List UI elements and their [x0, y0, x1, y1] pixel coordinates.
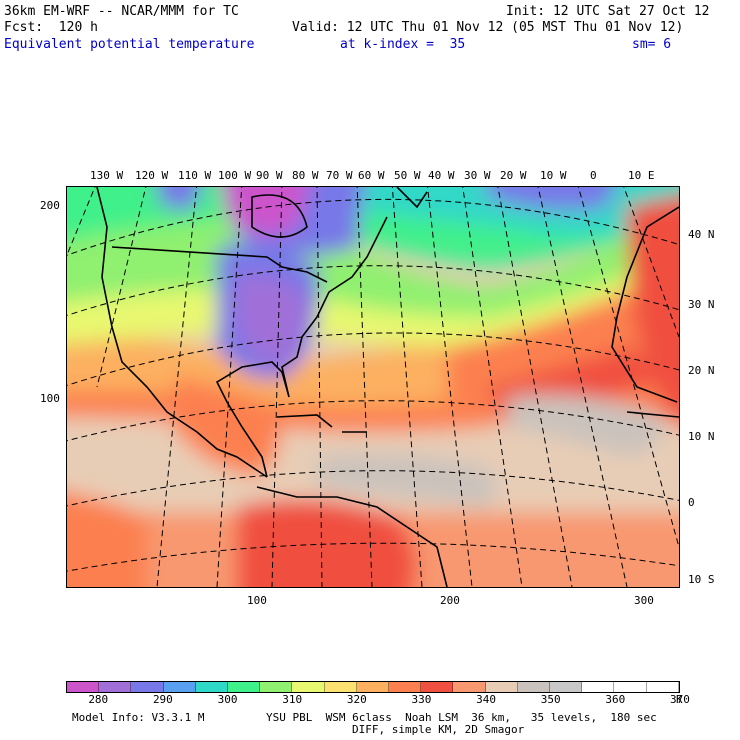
smoothing-label: sm= 6: [632, 37, 672, 52]
grid-x-label: 200: [440, 594, 460, 607]
map-canvas: [67, 187, 679, 587]
graticule: [67, 187, 679, 587]
colorbar-label: 340: [476, 693, 496, 706]
colorbar-swatch: [292, 682, 325, 692]
longitude-label: 100 W: [218, 169, 252, 182]
longitude-label: 0: [590, 169, 597, 182]
longitude-label: 70 W: [326, 169, 353, 182]
forecast-hour: Fcst: 120 h: [4, 20, 98, 35]
colorbar-swatch: [195, 682, 229, 692]
latitude-label: 10 S: [688, 573, 715, 586]
physics-info: YSU PBL WSM 6class Noah LSM 36 km, 35 le…: [266, 711, 657, 724]
longitude-label: 110 W: [178, 169, 212, 182]
colorbar-swatch: [421, 682, 454, 692]
latitude-label: 40 N: [688, 228, 715, 241]
colorbar-swatch: [517, 682, 551, 692]
colorbar-label: 300: [217, 693, 238, 706]
longitude-label: 120 W: [135, 169, 169, 182]
longitude-label: 130 W: [90, 169, 124, 182]
colorbar-swatch: [646, 682, 679, 692]
coastlines: [96, 187, 679, 587]
longitude-label: 10 E: [628, 169, 655, 182]
longitude-label: 20 W: [500, 169, 527, 182]
colorbar-label: 360: [605, 693, 626, 706]
colorbar-swatch: [163, 682, 196, 692]
level-label: at k-index = 35: [340, 37, 466, 52]
model-info: Model Info: V3.3.1 M: [72, 711, 205, 724]
colorbar-swatch: [356, 682, 390, 692]
grid-y-label: 200: [40, 199, 60, 212]
colorbar-label: 290: [152, 693, 173, 706]
longitude-label: 50 W: [394, 169, 421, 182]
longitude-label: 90 W: [256, 169, 283, 182]
longitude-label: 30 W: [464, 169, 491, 182]
colorbar-swatch: [550, 682, 583, 692]
latitude-label: 0: [688, 496, 695, 509]
latitude-label: 10 N: [688, 430, 715, 443]
latitude-label: 20 N: [688, 364, 715, 377]
grid-y-label: 100: [40, 392, 60, 405]
diffusion-info: DIFF, simple KM, 2D Smagor: [352, 723, 525, 736]
grid-x-label: 100: [247, 594, 267, 607]
colorbar-swatch: [324, 682, 357, 692]
colorbar-swatch: [485, 682, 518, 692]
colorbar-label: 330: [411, 693, 432, 706]
longitude-label: 80 W: [292, 169, 319, 182]
colorbar-label: 370: [670, 693, 690, 706]
theta-e-map: [66, 186, 680, 588]
colorbar-swatch: [131, 682, 164, 692]
longitude-label: 60 W: [358, 169, 385, 182]
colorbar-swatch: [228, 682, 261, 692]
colorbar: [66, 681, 680, 693]
colorbar-label: 320: [346, 693, 367, 706]
colorbar-label: 350: [540, 693, 561, 706]
grid-x-label: 300: [634, 594, 654, 607]
field-name: Equivalent potential temperature: [4, 37, 255, 52]
colorbar-swatch: [389, 682, 422, 692]
colorbar-unit: K: [676, 693, 683, 706]
colorbar-swatch: [453, 682, 486, 692]
shading-layer: [67, 187, 679, 587]
colorbar-label: 280: [88, 693, 109, 706]
colorbar-label: 310: [282, 693, 303, 706]
colorbar-swatch: [67, 682, 100, 692]
colorbar-swatch: [614, 682, 647, 692]
valid-time: Valid: 12 UTC Thu 01 Nov 12 (05 MST Thu …: [292, 20, 684, 35]
colorbar-swatch: [260, 682, 293, 692]
latitude-label: 30 N: [688, 298, 715, 311]
colorbar-swatch: [99, 682, 132, 692]
model-title: 36km EM-WRF -- NCAR/MMM for TC: [4, 4, 239, 19]
colorbar-swatch: [582, 682, 615, 692]
longitude-label: 40 W: [428, 169, 455, 182]
init-time: Init: 12 UTC Sat 27 Oct 12: [506, 4, 710, 19]
longitude-label: 10 W: [540, 169, 567, 182]
